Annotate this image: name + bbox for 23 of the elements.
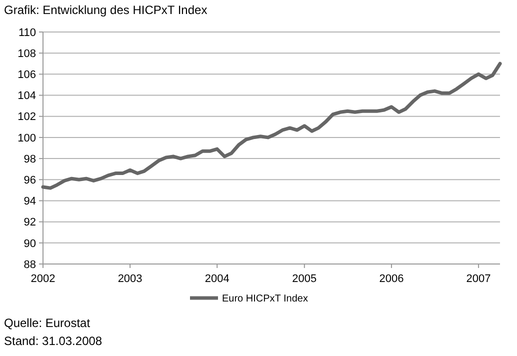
x-tick-label: 2002 [30, 273, 56, 285]
y-tick-label: 88 [24, 258, 36, 271]
y-tick-label: 110 [18, 26, 36, 39]
y-tick-label: 96 [24, 174, 36, 186]
y-tick-label: 108 [18, 48, 36, 60]
legend-label: Euro HICPxT Index [222, 294, 308, 304]
y-tick-label: 92 [24, 216, 36, 229]
y-tick-label: 106 [18, 69, 36, 82]
source-note: Quelle: Eurostat [4, 316, 91, 330]
x-tick-label: 2005 [292, 273, 317, 285]
x-tick-label: 2004 [204, 273, 230, 285]
x-tick-label: 2003 [118, 273, 142, 285]
y-tick-label: 94 [24, 196, 36, 208]
y-tick-label: 102 [18, 111, 36, 124]
y-tick-label: 104 [18, 90, 36, 102]
y-tick-label: 98 [24, 153, 36, 166]
text: Stand: 31.03.2008 [4, 334, 102, 348]
line-series [41, 62, 502, 190]
x-tick-label: 2007 [466, 273, 491, 285]
chart-title: Grafik: Entwicklung des HICPxT Index [4, 3, 208, 17]
y-tick-label: 100 [18, 132, 36, 144]
x-tick-label: 2006 [379, 273, 404, 285]
y-tick-label: 90 [24, 238, 36, 250]
